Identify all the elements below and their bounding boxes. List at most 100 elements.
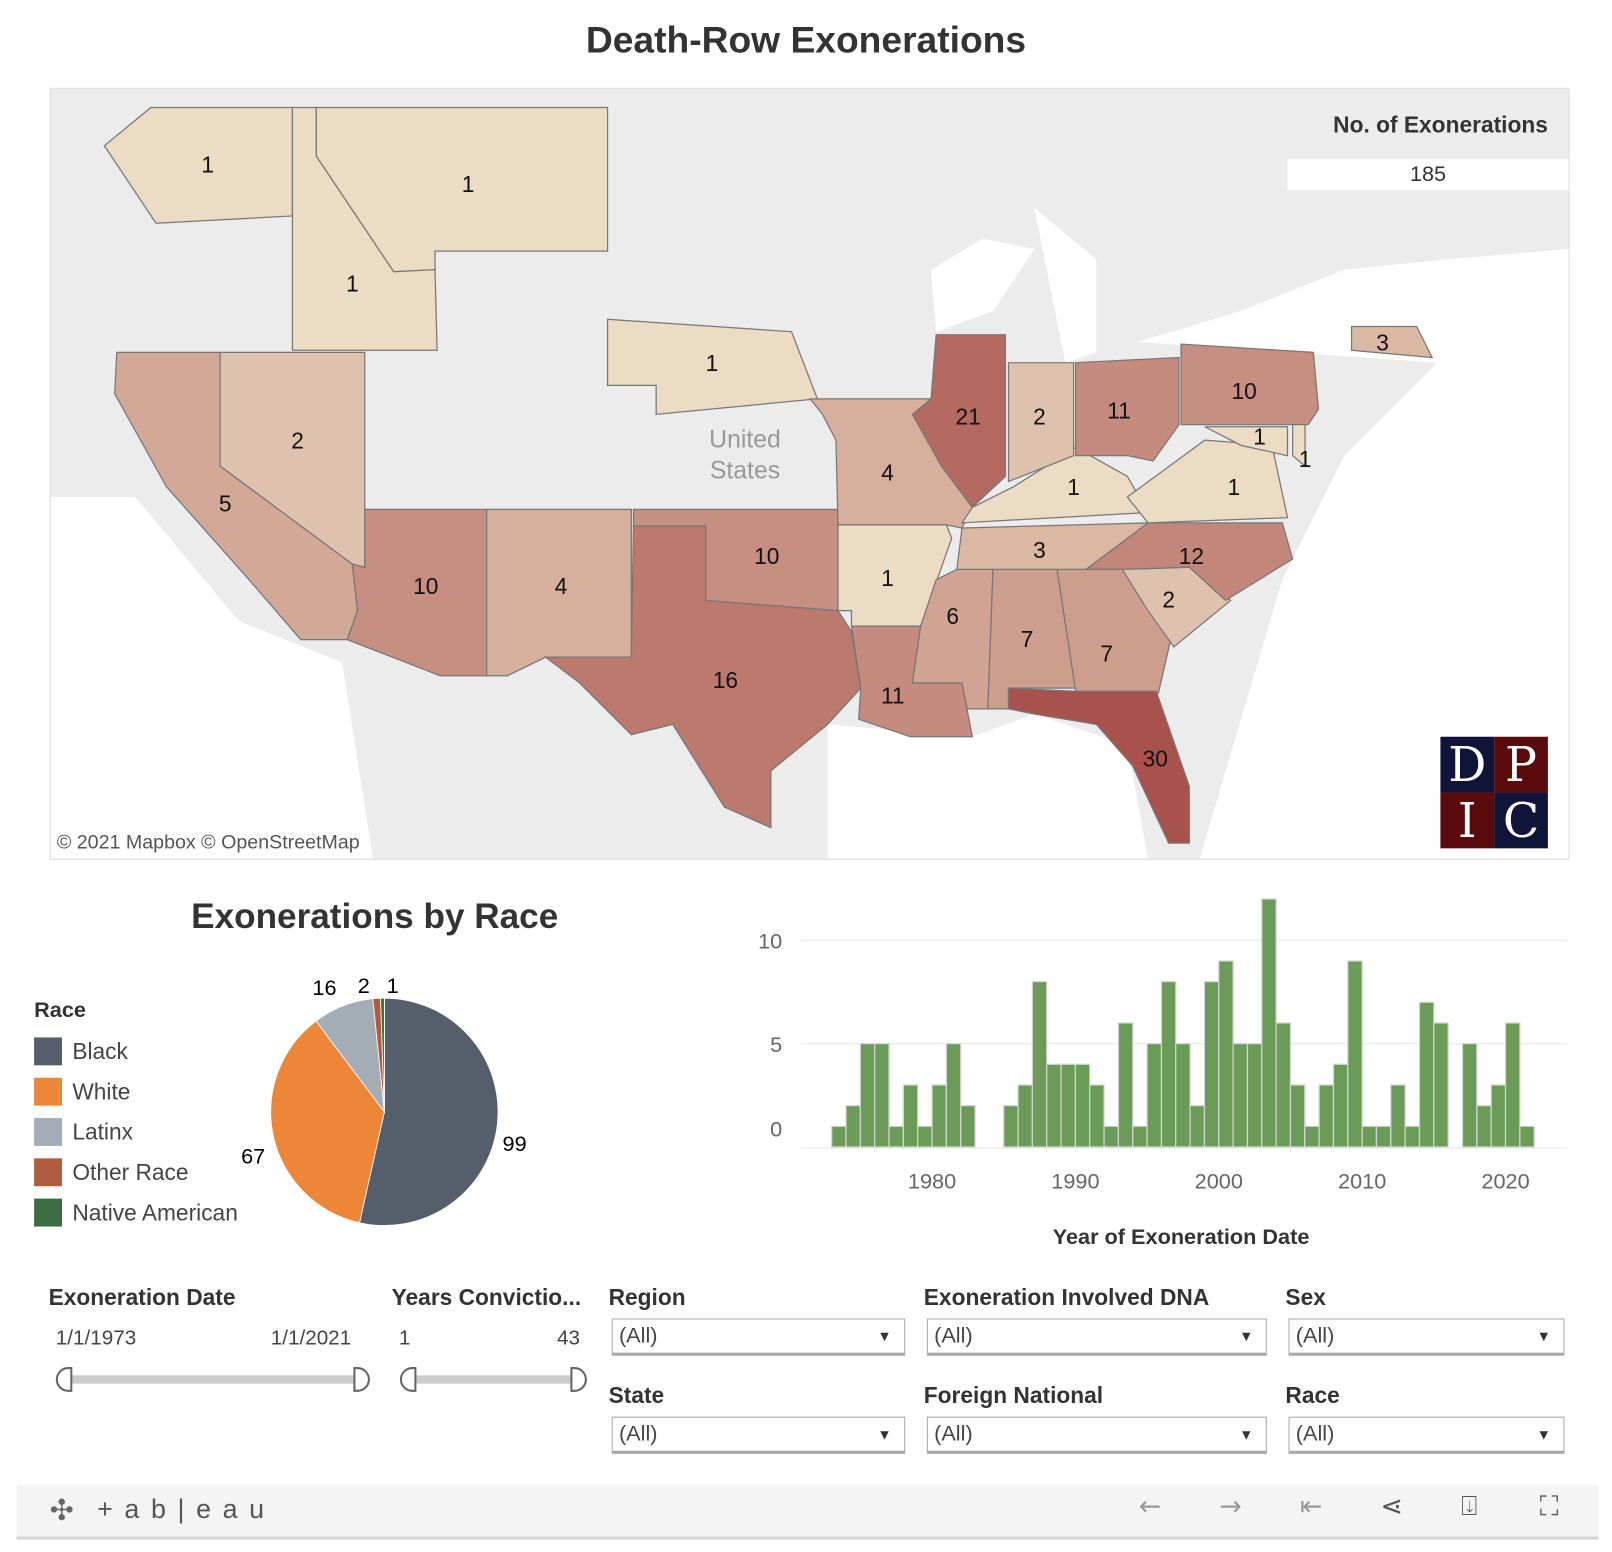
undo-icon[interactable]: ← (1138, 1491, 1162, 1523)
bar-1991[interactable] (1089, 1084, 1105, 1148)
bar-2001[interactable] (1232, 1043, 1249, 1148)
bar-2003[interactable] (1261, 898, 1277, 1148)
bar-2019[interactable] (1490, 1084, 1507, 1148)
pie-slice-white[interactable] (270, 1020, 385, 1224)
tableau-brand[interactable]: + a b | e a u (97, 1493, 267, 1525)
legend-item[interactable]: Black (34, 1031, 238, 1071)
total-exonerations: 185 (1287, 159, 1569, 191)
state-md[interactable] (1204, 426, 1289, 457)
state-fl[interactable] (1007, 687, 1190, 844)
bar-1978[interactable] (902, 1084, 919, 1148)
legend-item[interactable]: Latinx (34, 1112, 238, 1152)
bar-2008[interactable] (1332, 1063, 1349, 1148)
foreign-national-dropdown[interactable]: (All) ▼ (926, 1416, 1267, 1454)
tableau-logo-icon[interactable]: ✣ (49, 1493, 74, 1528)
bar-1992[interactable] (1103, 1125, 1120, 1148)
pie-slice-black[interactable] (359, 997, 499, 1226)
bar-1975[interactable] (859, 1043, 876, 1148)
bar-1987[interactable] (1031, 981, 1048, 1148)
bar-1997[interactable] (1175, 1043, 1191, 1148)
bar-1977[interactable] (888, 1125, 904, 1148)
revert-icon[interactable]: ⇤ (1299, 1491, 1323, 1523)
bar-2011[interactable] (1375, 1125, 1392, 1148)
download-icon[interactable]: ⍗ (1461, 1491, 1478, 1523)
map-attribution[interactable]: © 2021 Mapbox © OpenStreetMap (56, 831, 360, 854)
bar-2014[interactable] (1418, 1001, 1435, 1148)
pie-slice-native-american[interactable] (380, 997, 385, 1112)
bar-1999[interactable] (1203, 981, 1220, 1148)
tableau-toolbar: ✣ + a b | e a u ← → ⇤ ⋖ ⍗ ⛶ (16, 1484, 1599, 1540)
bar-2007[interactable] (1318, 1084, 1335, 1148)
bar-1994[interactable] (1132, 1125, 1148, 1148)
bar-2018[interactable] (1476, 1105, 1492, 1148)
bar-1985[interactable] (1003, 1105, 1019, 1148)
bar-2010[interactable] (1361, 1125, 1378, 1148)
years-slider-max-handle[interactable] (570, 1367, 587, 1392)
state-count-ma: 3 (1376, 329, 1389, 355)
bar-2004[interactable] (1275, 1022, 1292, 1148)
bar-1995[interactable] (1146, 1043, 1163, 1148)
state-pa[interactable] (1180, 343, 1320, 426)
state-il[interactable] (911, 334, 1007, 509)
us-map[interactable]: United States 1 1 1 5 2 10 4 16 10 1 4 1 11 6 7 7 30 2 12 3… (49, 87, 1570, 860)
sex-dropdown[interactable]: (All) ▼ (1288, 1318, 1565, 1356)
bar-1986[interactable] (1017, 1084, 1034, 1148)
bar-1989[interactable] (1060, 1063, 1077, 1148)
bar-2012[interactable] (1390, 1084, 1406, 1148)
bar-2020[interactable] (1504, 1022, 1521, 1148)
date-slider-min-handle[interactable] (55, 1367, 73, 1392)
bar-1973[interactable] (831, 1125, 847, 1148)
state-ne[interactable] (606, 318, 819, 416)
years-slider-min-handle[interactable] (399, 1367, 417, 1392)
state-oh[interactable] (1075, 356, 1180, 462)
bar-1993[interactable] (1117, 1022, 1134, 1148)
bar-2000[interactable] (1218, 960, 1234, 1148)
state-count-nc: 12 (1179, 543, 1204, 569)
bar-2021[interactable] (1519, 1125, 1535, 1148)
state-count-tx: 16 (713, 667, 738, 693)
exonerations-by-year-chart: 0 5 10 1980 1990 2000 2010 2020 (758, 898, 1568, 1193)
bar-2005[interactable] (1289, 1084, 1306, 1148)
bar-2006[interactable] (1304, 1125, 1320, 1148)
years-slider-track[interactable] (408, 1375, 574, 1384)
bar-1982[interactable] (960, 1105, 976, 1148)
bar-2009[interactable] (1347, 960, 1363, 1148)
date-slider-max-handle[interactable] (353, 1367, 370, 1392)
filter-title-race: Race (1285, 1382, 1340, 1409)
state-ma[interactable] (1350, 325, 1434, 359)
redo-icon[interactable]: → (1219, 1491, 1242, 1523)
state-nc[interactable] (1084, 522, 1294, 602)
bar-1996[interactable] (1160, 981, 1177, 1148)
legend-item[interactable]: White (34, 1072, 238, 1112)
state-de[interactable] (1292, 424, 1306, 468)
share-icon[interactable]: ⋖ (1380, 1491, 1404, 1523)
region-dropdown[interactable]: (All) ▼ (611, 1318, 906, 1356)
bar-1988[interactable] (1046, 1063, 1062, 1148)
bar-2015[interactable] (1433, 1022, 1449, 1148)
bar-1974[interactable] (845, 1105, 861, 1148)
state-count-nv: 2 (291, 427, 304, 453)
state-wa[interactable] (103, 106, 294, 224)
race-dropdown[interactable]: (All) ▼ (1288, 1416, 1565, 1454)
state-tn[interactable] (956, 522, 1150, 570)
legend-item[interactable]: Native American (34, 1192, 238, 1232)
bar-1998[interactable] (1189, 1105, 1206, 1148)
legend-item[interactable]: Other Race (34, 1152, 238, 1192)
dna-dropdown[interactable]: (All) ▼ (926, 1318, 1267, 1356)
state-id[interactable] (291, 106, 438, 351)
state-va[interactable] (1126, 439, 1289, 524)
bar-1981[interactable] (945, 1043, 962, 1148)
bar-1980[interactable] (931, 1084, 947, 1148)
bar-2013[interactable] (1404, 1125, 1421, 1148)
date-slider-track[interactable] (64, 1375, 364, 1384)
state-dropdown[interactable]: (All) ▼ (611, 1416, 906, 1454)
state-ky[interactable] (960, 446, 1150, 524)
bar-1976[interactable] (874, 1043, 890, 1148)
fullscreen-icon[interactable]: ⛶ (1539, 1491, 1559, 1523)
state-in[interactable] (1007, 362, 1075, 483)
bar-1990[interactable] (1074, 1063, 1091, 1148)
bar-2002[interactable] (1246, 1043, 1263, 1148)
bar-2017[interactable] (1461, 1043, 1478, 1148)
bar-1979[interactable] (917, 1125, 933, 1148)
